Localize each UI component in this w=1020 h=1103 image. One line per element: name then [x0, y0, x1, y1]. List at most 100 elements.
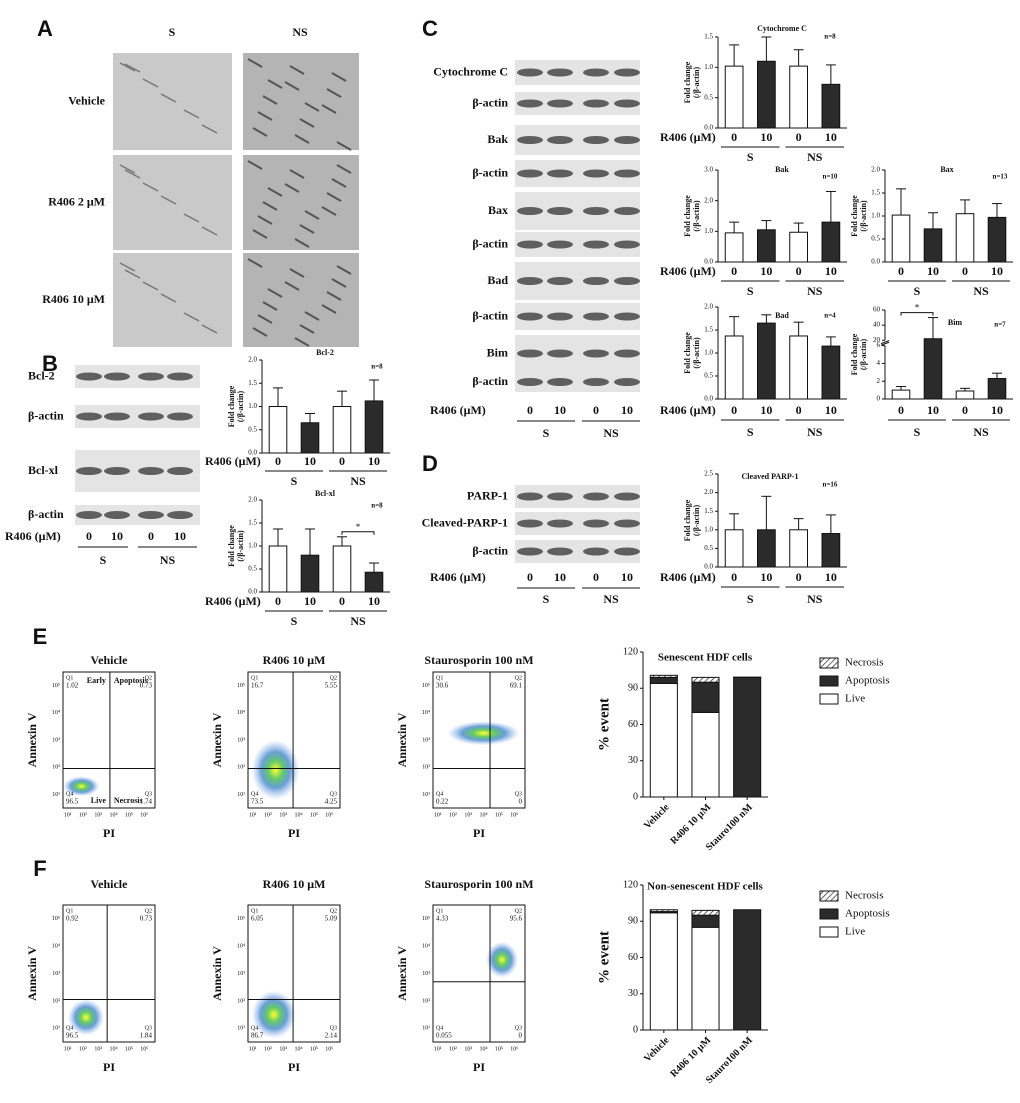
lane-label: 0 — [148, 529, 154, 543]
blot-label: β-actin — [472, 236, 508, 250]
blot-band — [76, 412, 102, 421]
blot-band — [583, 492, 609, 501]
significance-bracket — [900, 312, 934, 316]
y-tick-label: 0.0 — [248, 449, 257, 457]
quadrant-name: Q1 — [436, 908, 443, 914]
quadrant-value: 0 — [519, 1032, 523, 1040]
chart-title: Bax — [940, 165, 953, 174]
quadrant-name: Q4 — [66, 1025, 73, 1031]
y-tick-label: 1.0 — [248, 402, 257, 410]
cell — [257, 215, 273, 225]
category-label: 0 — [796, 130, 802, 144]
panel-label: D — [422, 451, 438, 476]
cell — [119, 164, 136, 174]
y-axis-label: Annexin V — [25, 712, 39, 767]
y-tick-label: 0.5 — [248, 565, 257, 573]
y-axis-label: (/β-actin) — [692, 200, 701, 232]
quadrant-name: Q1 — [251, 675, 258, 681]
quadrant-value: 69.1 — [510, 682, 523, 690]
y-tick-label: 10¹ — [237, 1026, 245, 1032]
x-axis-label: PI — [473, 1060, 485, 1074]
blot-band — [547, 68, 573, 77]
quadrant-value: 73.5 — [251, 798, 264, 806]
y-axis-label: Fold change — [683, 61, 692, 103]
x-tick-label: 10³ — [464, 812, 472, 818]
quadrant-name: Q2 — [330, 675, 337, 681]
y-tick-label: 10³ — [52, 971, 60, 977]
y-tick-label: 10³ — [52, 737, 60, 743]
blot-band — [547, 349, 573, 358]
lane-label: 10 — [621, 570, 633, 584]
cell — [326, 291, 342, 301]
blot-band — [138, 511, 164, 519]
plot-title: R406 10 μM — [263, 877, 326, 891]
y-tick-label: 0.5 — [248, 425, 257, 433]
cell — [304, 102, 320, 112]
y-tick-label: 90 — [628, 916, 638, 927]
legend-label: Necrosis — [845, 657, 884, 669]
cell — [289, 169, 305, 179]
panel-label: E — [33, 624, 48, 649]
category-label: Vehicle — [642, 802, 672, 832]
quadrant-value: 4.25 — [325, 798, 338, 806]
chart-title: Non-senescent HDF cells — [647, 881, 763, 893]
bar — [923, 338, 943, 400]
cell — [331, 178, 347, 188]
blot-band — [138, 467, 164, 475]
category-label: 0 — [731, 403, 737, 417]
blot-band — [614, 519, 640, 528]
cell — [267, 187, 283, 197]
blot-band — [547, 519, 573, 528]
bar — [268, 406, 288, 454]
blot-band — [517, 136, 543, 144]
y-tick-label: 10³ — [422, 971, 430, 977]
x-tick-label: 10³ — [279, 812, 287, 818]
panel-label: B — [42, 351, 58, 376]
axis-break — [880, 341, 890, 346]
y-axis-label: (/β-actin) — [692, 505, 701, 537]
y-tick-label: 4 — [877, 359, 881, 367]
column-label: S — [169, 25, 176, 39]
quadrant-value: 86.7 — [251, 1032, 264, 1040]
y-axis-label: (/β-actin) — [236, 391, 245, 423]
cell — [124, 63, 141, 73]
bar-segment — [691, 676, 720, 683]
group-label: NS — [973, 284, 989, 298]
sample-size: n=10 — [823, 173, 838, 181]
x-tick-label: 10⁵ — [125, 812, 133, 818]
cell — [262, 95, 278, 105]
cell — [183, 312, 200, 322]
sample-size: n=13 — [993, 173, 1008, 181]
x-tick-label: 10¹ — [64, 812, 72, 818]
cell — [142, 78, 159, 88]
y-tick-label: 1.5 — [704, 507, 713, 515]
legend-label: Live — [845, 926, 865, 938]
x-tick-label: 10⁶ — [510, 1046, 518, 1052]
blot-band — [138, 412, 164, 421]
bar — [923, 228, 943, 263]
category-label: 10 — [760, 570, 772, 584]
category-label: 0 — [898, 403, 904, 417]
y-axis-label: Annexin V — [25, 946, 39, 1001]
group-label: NS — [807, 150, 823, 164]
legend-swatch — [819, 890, 839, 902]
cell — [183, 109, 200, 119]
bar-segment — [733, 676, 762, 798]
y-tick-label: 10¹ — [422, 792, 430, 798]
y-tick-label: 0.5 — [704, 372, 713, 380]
y-tick-label: 10⁵ — [52, 683, 60, 689]
blot-band — [614, 547, 640, 556]
category-label: 0 — [898, 264, 904, 278]
y-tick-label: 0.5 — [704, 93, 713, 101]
blot-band — [517, 312, 543, 321]
cell — [284, 281, 300, 291]
bar — [955, 390, 975, 400]
legend-label: Live — [845, 693, 865, 705]
lane-label: 10 — [174, 529, 186, 543]
legend-swatch — [819, 926, 839, 938]
bar — [789, 231, 808, 263]
blot-band — [76, 372, 102, 381]
bar — [821, 345, 841, 400]
x-tick-label: 10⁴ — [480, 812, 488, 818]
